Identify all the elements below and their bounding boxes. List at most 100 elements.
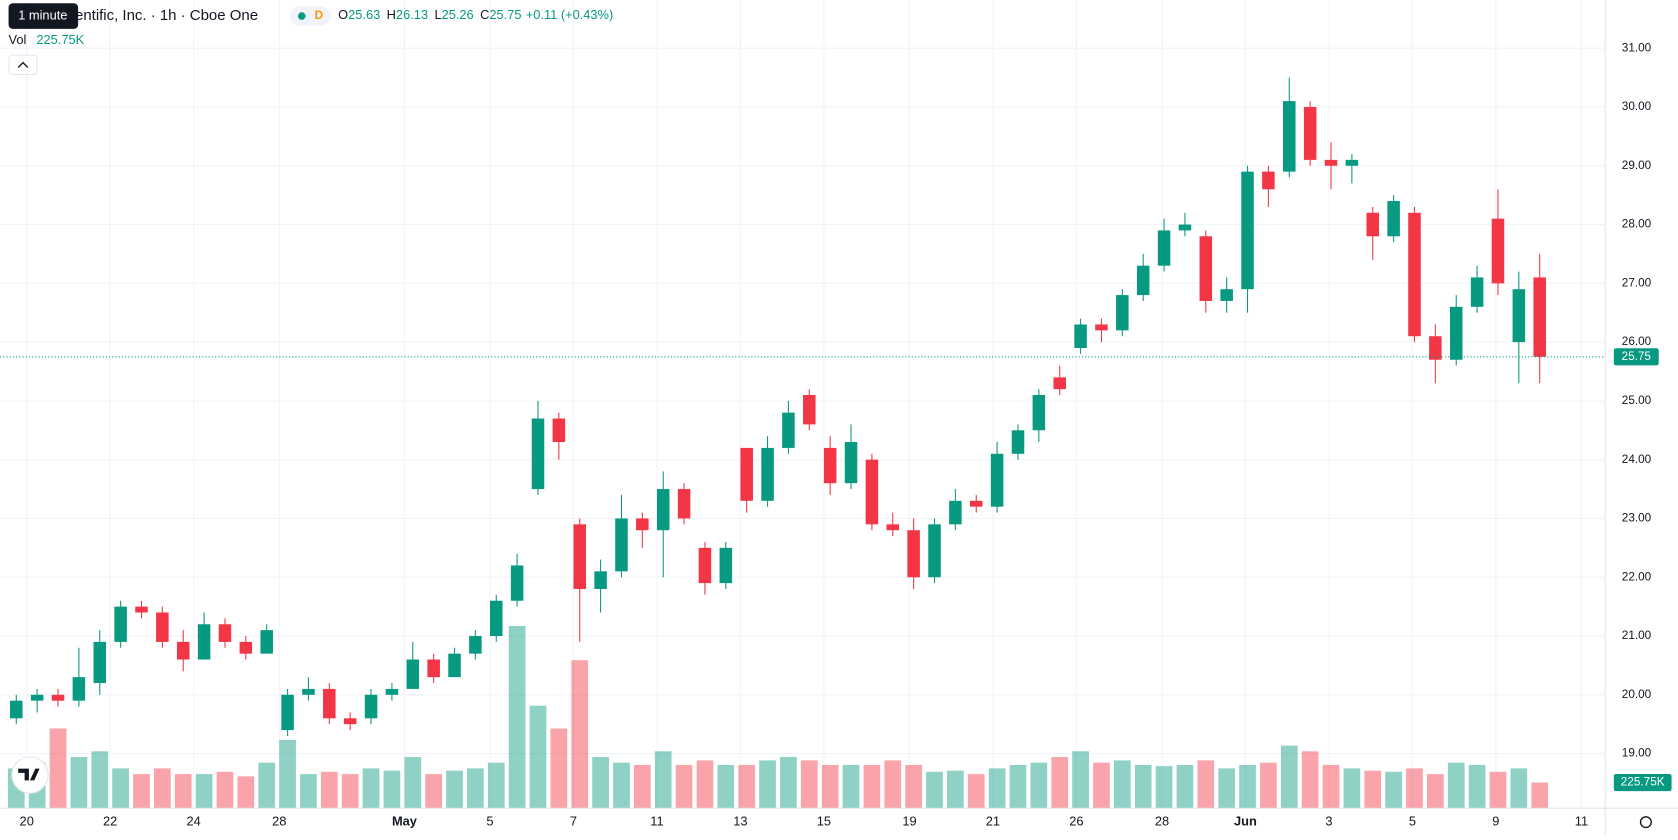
candle-body [1366, 212, 1380, 237]
candle-body [218, 624, 232, 642]
x-tick-label: May [392, 814, 418, 829]
candle-body [907, 530, 920, 578]
volume-bar [1322, 764, 1340, 809]
volume-layer [7, 625, 1549, 809]
candle-body [1491, 218, 1505, 284]
candle-body [886, 524, 900, 531]
candle-body [385, 688, 399, 695]
volume-bar [1427, 774, 1444, 809]
candle-body [51, 694, 65, 701]
volume-bar [1510, 768, 1528, 809]
volume-bar [404, 756, 422, 809]
candle-body [1470, 277, 1484, 307]
candle-body [1512, 289, 1526, 343]
x-tick-label: 15 [817, 814, 831, 829]
volume-bar [49, 728, 67, 809]
y-tick-label: 24.00 [1622, 453, 1652, 466]
settings-icon[interactable] [1639, 816, 1652, 829]
candle-body [343, 718, 357, 725]
candle-body [30, 694, 44, 701]
candle-body [740, 447, 753, 501]
candle-body [1011, 430, 1025, 454]
volume-bar [821, 764, 839, 809]
volume-bar [446, 770, 463, 809]
candle-body [197, 624, 211, 660]
y-tick-label: 23.00 [1622, 512, 1652, 525]
volume-bar [800, 760, 818, 809]
volume-bar [1218, 768, 1236, 809]
volume-bar [91, 751, 109, 809]
candle-body [448, 653, 461, 678]
volume-bar [300, 774, 317, 809]
volume-bar [988, 768, 1006, 809]
last-price-label: 25.75 [1622, 350, 1652, 363]
candle-body [72, 677, 86, 701]
volume-bar [174, 774, 192, 809]
candle-body [176, 641, 190, 660]
candle-body [1283, 101, 1296, 172]
x-tick-label: 5 [486, 814, 493, 829]
volume-bar [550, 728, 568, 809]
volume-bar [1093, 762, 1110, 809]
x-tick-label: 28 [1155, 814, 1169, 829]
volume-bar [1364, 770, 1382, 809]
legend-value: 25.63 [348, 7, 380, 22]
volume-bar [1301, 751, 1319, 809]
candle-body [1449, 306, 1463, 360]
candle-body [406, 659, 420, 689]
volume-bar [1468, 764, 1486, 809]
volume-bar [258, 762, 276, 809]
collapse-button[interactable] [8, 54, 38, 75]
candle-body [510, 565, 524, 601]
x-tick-label: 19 [902, 814, 916, 829]
candle-body [302, 688, 315, 695]
volume-bar [1197, 760, 1215, 809]
candle-layer [10, 77, 1546, 736]
status-badge[interactable] [290, 6, 331, 26]
candle-body [114, 606, 127, 642]
volume-bar [592, 756, 609, 809]
candle-body [1262, 171, 1275, 190]
candle-body [10, 700, 23, 719]
candle-body [1074, 324, 1087, 348]
volume-bar [1385, 771, 1402, 809]
candle-body [573, 524, 586, 589]
legend-value: 26.13 [396, 7, 428, 22]
volume-bar [279, 739, 296, 809]
volume-bar [1009, 764, 1027, 809]
x-tick-label: 11 [1575, 814, 1588, 829]
candle-body [1032, 395, 1046, 431]
volume-bar [237, 776, 255, 809]
candle-body [761, 447, 774, 501]
y-tick-label: 19.00 [1622, 747, 1652, 760]
logo-bg[interactable] [11, 756, 49, 794]
legend-key: O [338, 7, 348, 22]
x-tick-label: 9 [1492, 814, 1499, 829]
volume-bar [613, 762, 630, 809]
candle-body [1345, 159, 1359, 166]
candle-body [1199, 236, 1213, 301]
volume-bar [508, 625, 526, 809]
y-tick-label: 20.00 [1622, 688, 1652, 701]
tooltip-bg [8, 3, 79, 29]
legend-value: 25.75 [489, 7, 521, 22]
candle-body [281, 694, 294, 731]
x-tick-label: 22 [103, 814, 117, 829]
volume-bar [529, 705, 547, 809]
volume-bar [320, 771, 338, 809]
volume-bar [759, 760, 776, 809]
candle-body [135, 606, 148, 613]
volume-bar [383, 770, 401, 809]
volume-bar [1155, 766, 1173, 809]
volume-bar [863, 764, 881, 809]
x-tick-label: 24 [187, 814, 201, 829]
x-tick-label: 13 [733, 814, 747, 829]
candle-body [1095, 324, 1108, 331]
candle-body [636, 518, 649, 531]
x-tick-label: 7 [570, 814, 577, 829]
x-tick-label: 28 [272, 814, 286, 829]
y-tick-label: 30.00 [1622, 100, 1652, 113]
volume-bar [842, 764, 860, 809]
